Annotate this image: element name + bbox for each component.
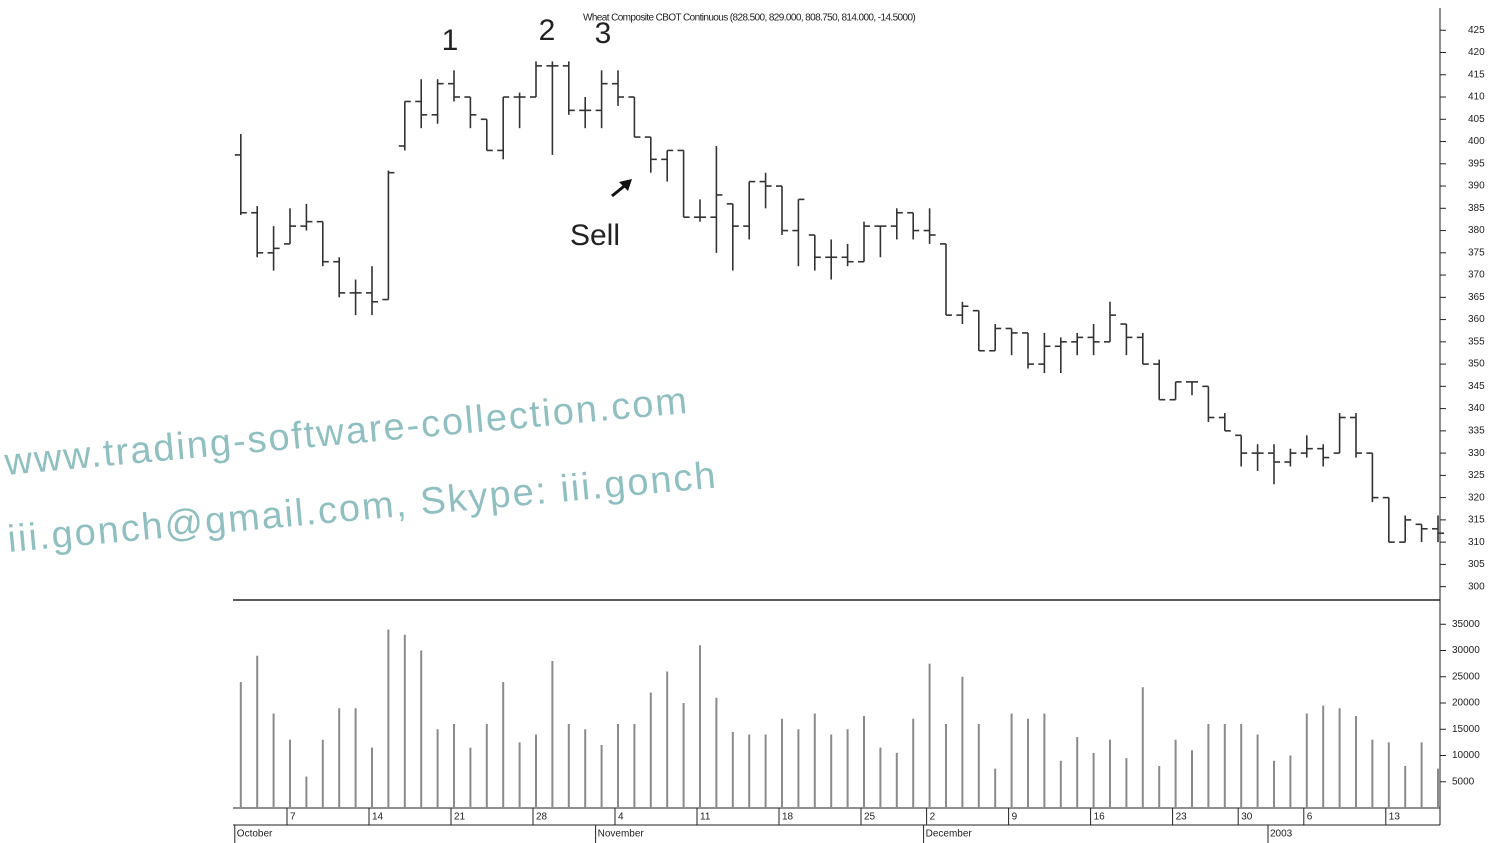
x-month-label: November — [598, 829, 645, 840]
x-tick-label: 9 — [1012, 812, 1018, 823]
x-month-label: 2003 — [1270, 829, 1293, 840]
y-tick-label: 305 — [1468, 559, 1485, 570]
y-tick-label: 410 — [1468, 92, 1485, 103]
y-tick-label: 25000 — [1452, 671, 1480, 682]
y-tick-label: 335 — [1468, 425, 1485, 436]
y-tick-label: 420 — [1468, 47, 1485, 58]
y-tick-label: 30000 — [1452, 645, 1480, 656]
x-tick-label: 6 — [1307, 812, 1313, 823]
y-tick-label: 315 — [1468, 515, 1485, 526]
x-month-label: October — [237, 829, 273, 840]
chart-title: Wheat Composite CBOT Continuous (828.500… — [583, 13, 915, 24]
x-month-label: December — [926, 829, 973, 840]
y-tick-label: 360 — [1468, 314, 1485, 325]
y-tick-label: 385 — [1468, 203, 1485, 214]
y-tick-label: 370 — [1468, 270, 1485, 281]
x-tick-label: 2 — [930, 812, 936, 823]
x-tick-label: 11 — [700, 812, 711, 823]
arrow — [611, 179, 632, 198]
x-tick-label: 18 — [782, 812, 794, 823]
x-tick-label: 23 — [1176, 812, 1188, 823]
x-tick-label: 4 — [618, 812, 624, 823]
y-tick-label: 5000 — [1452, 776, 1475, 787]
x-tick-label: 25 — [864, 812, 876, 823]
y-tick-label: 355 — [1468, 336, 1485, 347]
y-tick-label: 350 — [1468, 359, 1485, 370]
y-tick-label: 300 — [1468, 581, 1485, 592]
y-tick-label: 380 — [1468, 225, 1485, 236]
y-tick-label: 10000 — [1452, 750, 1480, 761]
y-tick-label: 35000 — [1452, 619, 1480, 630]
annotation: 3 — [595, 17, 612, 50]
x-tick-label: 7 — [290, 812, 296, 823]
x-tick-label: 21 — [454, 812, 466, 823]
x-tick-label: 13 — [1389, 812, 1401, 823]
y-tick-label: 345 — [1468, 381, 1485, 392]
x-tick-label: 28 — [536, 812, 548, 823]
y-tick-label: 325 — [1468, 470, 1485, 481]
y-tick-label: 390 — [1468, 181, 1485, 192]
y-tick-label: 320 — [1468, 492, 1485, 503]
x-tick-label: 30 — [1241, 812, 1253, 823]
x-tick-label: 14 — [372, 812, 384, 823]
y-tick-label: 330 — [1468, 448, 1485, 459]
y-tick-label: 425 — [1468, 25, 1485, 36]
y-tick-label: 15000 — [1452, 724, 1480, 735]
y-tick-label: 20000 — [1452, 698, 1480, 709]
y-tick-label: 400 — [1468, 136, 1485, 147]
y-tick-label: 310 — [1468, 537, 1485, 548]
y-tick-label: 395 — [1468, 158, 1485, 169]
y-tick-label: 415 — [1468, 69, 1485, 80]
y-tick-label: 340 — [1468, 403, 1485, 414]
annotation: 1 — [442, 24, 459, 57]
y-tick-label: 375 — [1468, 247, 1485, 258]
y-tick-label: 405 — [1468, 114, 1485, 125]
y-tick-label: 365 — [1468, 292, 1485, 303]
annotation: 2 — [539, 14, 556, 47]
x-tick-label: 16 — [1094, 812, 1106, 823]
annotation: Sell — [570, 219, 620, 252]
